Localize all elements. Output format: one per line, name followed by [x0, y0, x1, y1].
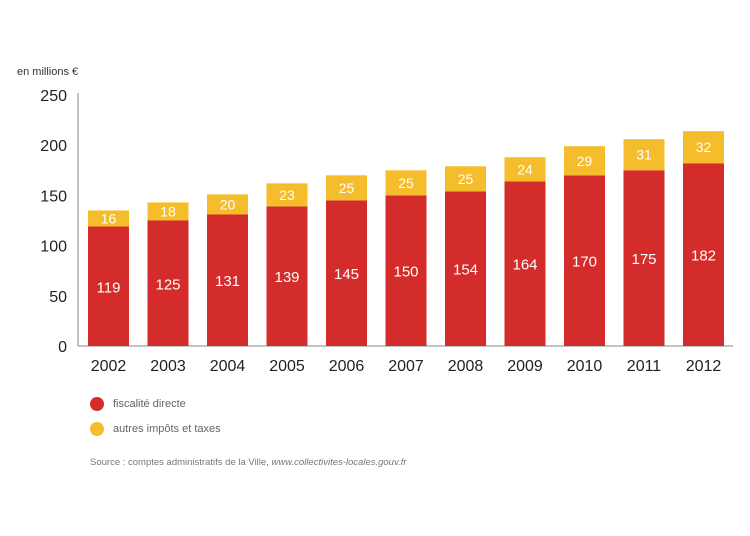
data-label: 25 [458, 171, 474, 187]
bar-fiscalite [147, 220, 189, 346]
data-label: 23 [279, 187, 295, 203]
bar-autres [88, 210, 129, 227]
data-label: 24 [517, 161, 533, 177]
source-label: Source : comptes administratifs de la Vi… [90, 457, 272, 468]
x-tick-label: 2011 [627, 358, 662, 375]
bar-autres [385, 170, 427, 196]
bar-autres [207, 194, 248, 215]
source-url: www.collectivites-locales.gouv.fr [271, 457, 407, 468]
x-tick-label: 2012 [686, 358, 722, 375]
x-tick-label: 2007 [388, 358, 424, 375]
bar-fiscalite [207, 214, 248, 346]
bar-fiscalite [326, 200, 367, 346]
data-label: 18 [160, 203, 176, 219]
bar-fiscalite [266, 206, 308, 346]
data-label: 20 [220, 196, 236, 212]
data-label: 29 [577, 153, 593, 169]
data-label: 31 [636, 147, 652, 163]
data-label: 32 [696, 139, 712, 155]
data-label: 175 [631, 251, 656, 268]
data-label: 170 [572, 254, 597, 271]
bar-autres [564, 146, 605, 176]
y-tick-label: 150 [40, 188, 67, 205]
legend-label: fiscalité directe [113, 398, 186, 410]
chart-area: 0 50 100 150 200 250 119 16 2002 125 18 2003 131 20 20… [40, 88, 733, 375]
x-tick-label: 2010 [567, 358, 603, 375]
legend-item-autres: autres impôts et taxes [90, 422, 221, 436]
x-tick-label: 2008 [448, 358, 484, 375]
bar-fiscalite [88, 226, 129, 346]
data-label: 139 [274, 269, 299, 286]
y-tick-label: 50 [49, 289, 67, 306]
legend-swatch-yellow [90, 422, 104, 436]
bar-autres [683, 131, 724, 164]
data-label: 119 [97, 279, 121, 296]
data-label: 154 [453, 262, 478, 279]
legend-label: autres impôts et taxes [113, 423, 221, 435]
data-label: 125 [155, 276, 180, 293]
data-label: 25 [398, 175, 414, 191]
data-label: 164 [512, 257, 537, 274]
data-label: 16 [101, 210, 117, 226]
x-tick-label: 2006 [329, 358, 365, 375]
bar-autres [326, 175, 367, 201]
data-label: 182 [691, 248, 716, 265]
source-note: Source : comptes administratifs de la Vi… [90, 457, 406, 468]
y-tick-label: 250 [40, 88, 67, 105]
bar-autres [266, 183, 308, 207]
data-label: 145 [334, 266, 359, 283]
data-label: 131 [215, 273, 240, 290]
y-tick-label: 100 [40, 239, 67, 256]
bar-fiscalite [564, 175, 605, 346]
y-tick-label: 0 [58, 339, 67, 356]
bar-fiscalite [623, 170, 665, 346]
bar-fiscalite [385, 195, 427, 346]
x-tick-label: 2009 [507, 358, 543, 375]
bar-fiscalite [683, 163, 724, 346]
legend-item-fiscalite: fiscalité directe [90, 397, 186, 411]
data-label: 25 [339, 180, 355, 196]
bar-autres [504, 157, 546, 182]
bar-fiscalite [445, 191, 486, 346]
x-tick-label: 2003 [150, 358, 186, 375]
y-axis-unit-label: en millions € [17, 66, 79, 78]
bar-fiscalite [504, 181, 546, 346]
data-label: 150 [393, 264, 418, 281]
x-tick-label: 2004 [210, 358, 246, 375]
y-tick-label: 200 [40, 138, 67, 155]
bar-autres [445, 166, 486, 192]
x-tick-label: 2002 [91, 358, 127, 375]
x-tick-label: 2005 [269, 358, 305, 375]
legend-swatch-red [90, 397, 104, 411]
bar-autres [147, 202, 189, 221]
bar-autres [623, 139, 665, 171]
